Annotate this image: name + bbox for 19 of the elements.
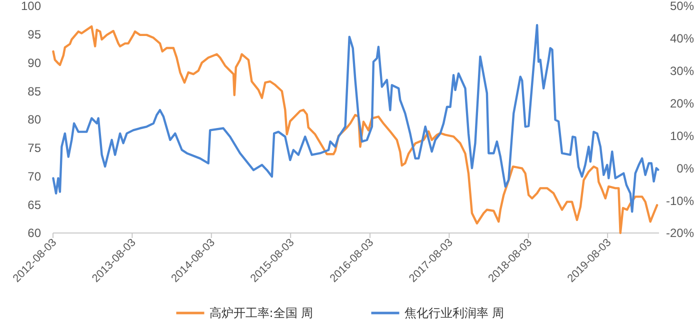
y2-tick-label: 10%: [670, 128, 694, 143]
y2-tick-label: -10%: [666, 194, 694, 208]
y2-tick-label: 0%: [676, 161, 694, 176]
legend-label: 焦化行业利润率 周: [404, 306, 504, 320]
y-tick-label: 90: [28, 56, 42, 70]
y-tick-label: 65: [28, 198, 42, 212]
y-tick-label: 60: [28, 226, 42, 240]
y-tick-label: 85: [28, 84, 42, 98]
y2-tick-label: 40%: [670, 32, 694, 46]
y-tick-label: 100: [20, 0, 42, 14]
y2-tick-label: 30%: [670, 64, 694, 78]
y-tick-label: 80: [28, 112, 42, 127]
y2-tick-label: 20%: [670, 96, 694, 110]
y-tick-label: 75: [28, 141, 42, 156]
y-tick-label: 70: [28, 169, 42, 184]
y2-tick-label: -20%: [666, 226, 694, 240]
y2-tick-label: 50%: [670, 0, 694, 14]
y-tick-label: 95: [28, 28, 42, 42]
legend-label: 高炉开工率:全国 周: [209, 306, 314, 320]
